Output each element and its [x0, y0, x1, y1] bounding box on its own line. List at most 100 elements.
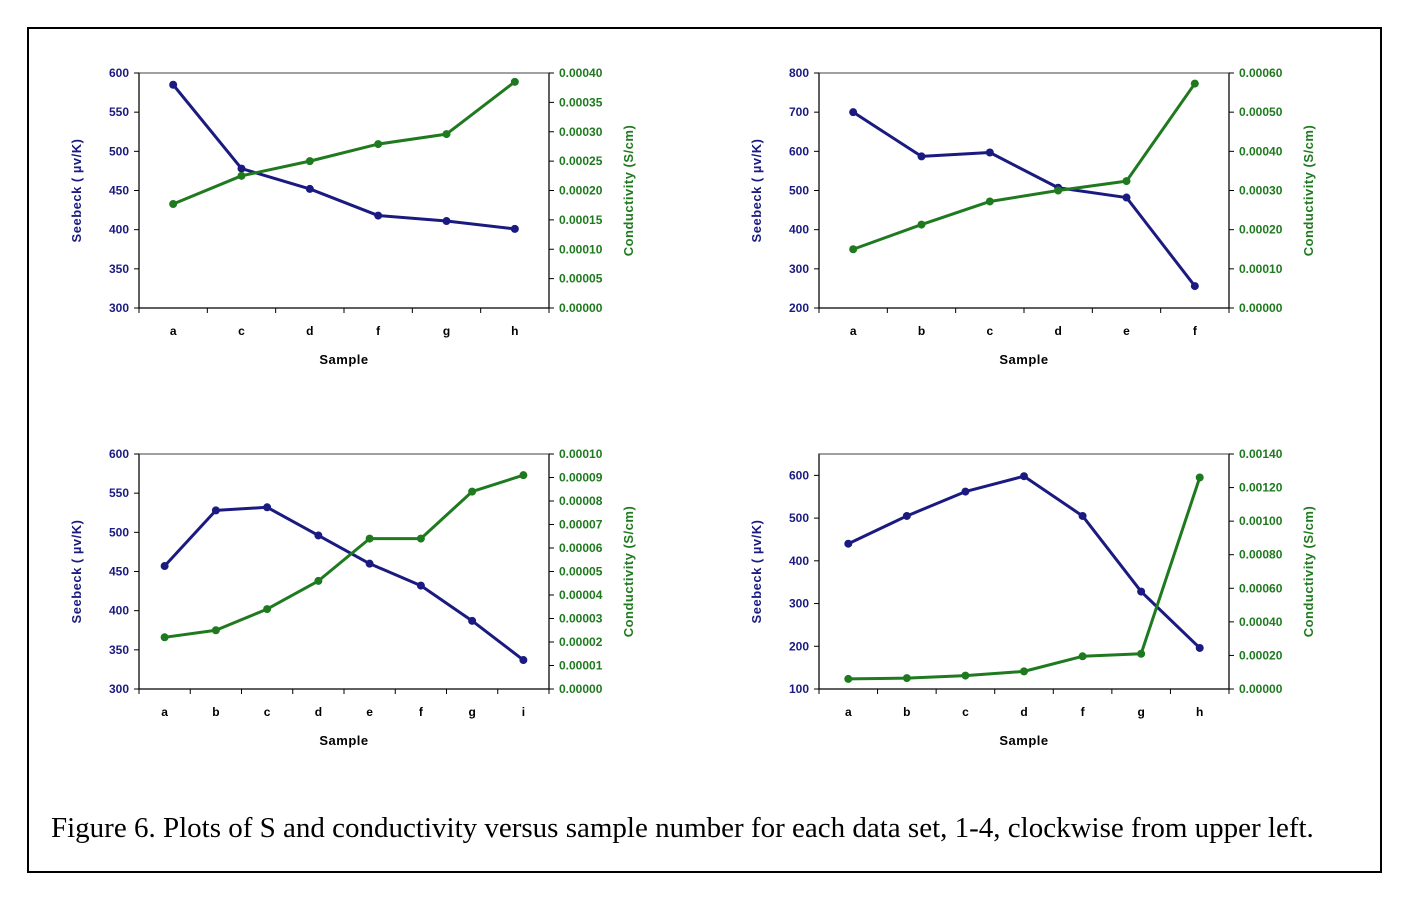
- charts-canvas: 300 350 400 450 500 550 600 0.00000 0.00005 0.000…: [69, 66, 1316, 748]
- right-tick-label: 0.00020: [1239, 648, 1283, 662]
- right-axis-title: Conductivity (S/cm): [621, 125, 636, 257]
- x-tick-label: a: [170, 324, 177, 338]
- left-tick-label: 300: [109, 682, 129, 696]
- conductivity-point: [1054, 186, 1063, 195]
- figure-frame: 300 350 400 450 500 550 600 0.00000 0.00005 0.000…: [27, 27, 1382, 873]
- x-tick-label: h: [1196, 705, 1203, 719]
- conductivity-point: [314, 576, 323, 585]
- seebeck-point: [519, 656, 528, 665]
- x-tick-label: d: [1020, 705, 1027, 719]
- seebeck-point: [305, 184, 314, 193]
- right-tick-label: 0.00050: [1239, 105, 1283, 119]
- seebeck-point: [442, 217, 451, 226]
- conductivity-point: [263, 605, 272, 614]
- left-tick-label: 200: [789, 639, 809, 653]
- seebeck-point: [1137, 587, 1146, 596]
- conductivity-point: [985, 197, 994, 206]
- conductivity-point: [468, 487, 477, 496]
- x-axis-title: Sample: [999, 733, 1048, 748]
- x-axis-title: Sample: [319, 352, 368, 367]
- right-tick-label: 0.00000: [1239, 301, 1283, 315]
- conductivity-point: [374, 140, 383, 149]
- x-tick-label: a: [850, 324, 857, 338]
- conductivity-point: [416, 534, 425, 543]
- right-tick-label: 0.00030: [1239, 184, 1283, 198]
- chart-2: 200 300 400 500 600 700 800 0.00000 0.00010 0.000…: [749, 66, 1316, 367]
- x-tick-label: d: [1054, 324, 1061, 338]
- right-tick-label: 0.00010: [1239, 262, 1283, 276]
- conductivity-point: [849, 245, 858, 254]
- seebeck-series-line: [163, 505, 525, 662]
- x-tick-label: d: [306, 324, 313, 338]
- right-axis-title: Conductivity (S/cm): [1301, 506, 1316, 638]
- right-tick-label: 0.00010: [559, 447, 603, 461]
- seebeck-point: [844, 539, 853, 548]
- plot-area: [138, 72, 550, 309]
- left-tick-label: 550: [109, 486, 129, 500]
- seebeck-point: [263, 503, 272, 512]
- seebeck-point: [211, 506, 220, 515]
- conductivity-point: [519, 471, 528, 480]
- x-tick-label: g: [468, 705, 475, 719]
- seebeck-point: [1122, 193, 1131, 202]
- seebeck-series-line: [852, 110, 1197, 287]
- x-tick-label: f: [376, 324, 381, 338]
- seebeck-point: [985, 148, 994, 157]
- right-tick-label: 0.00007: [559, 518, 603, 532]
- conductivity-point: [1078, 652, 1087, 661]
- x-tick-label: b: [918, 324, 925, 338]
- left-tick-label: 300: [789, 262, 809, 276]
- right-tick-label: 0.00000: [559, 682, 603, 696]
- conductivity-point: [169, 200, 178, 209]
- right-tick-label: 0.00035: [559, 95, 603, 109]
- right-axis-title: Conductivity (S/cm): [1301, 125, 1316, 257]
- seebeck-point: [374, 211, 383, 220]
- right-tick-label: 0.00000: [559, 301, 603, 315]
- left-tick-label: 400: [109, 604, 129, 618]
- right-tick-label: 0.00060: [1239, 66, 1283, 80]
- seebeck-point: [160, 562, 169, 571]
- seebeck-point: [416, 581, 425, 590]
- plot-area: [818, 453, 1230, 690]
- left-tick-label: 200: [789, 301, 809, 315]
- left-tick-label: 500: [789, 184, 809, 198]
- chart-4: 100 200 300 400 500 600 0.00000 0.00020 0.00040 0…: [749, 447, 1316, 748]
- conductivity-point: [961, 671, 970, 680]
- seebeck-point: [849, 108, 858, 117]
- x-tick-label: b: [903, 705, 910, 719]
- left-tick-label: 500: [109, 525, 129, 539]
- right-tick-label: 0.00060: [1239, 581, 1283, 595]
- right-tick-label: 0.00020: [1239, 223, 1283, 237]
- chart-1: 300 350 400 450 500 550 600 0.00000 0.00005 0.000…: [69, 66, 636, 367]
- right-tick-label: 0.00100: [1239, 514, 1283, 528]
- conductivity-series-line: [172, 80, 516, 206]
- left-tick-label: 600: [109, 66, 129, 80]
- conductivity-point: [160, 633, 169, 642]
- right-tick-label: 0.00040: [559, 66, 603, 80]
- conductivity-series-line: [852, 82, 1197, 251]
- plot-area: [818, 72, 1230, 309]
- right-tick-label: 0.00005: [559, 272, 603, 286]
- right-tick-label: 0.00040: [1239, 615, 1283, 629]
- x-tick-label: e: [366, 705, 373, 719]
- right-tick-label: 0.00005: [559, 565, 603, 579]
- x-tick-label: f: [419, 705, 424, 719]
- conductivity-point: [305, 157, 314, 166]
- seebeck-point: [314, 531, 323, 540]
- left-tick-label: 500: [789, 511, 809, 525]
- x-tick-label: c: [962, 705, 969, 719]
- x-axis-title: Sample: [999, 352, 1048, 367]
- left-axis-title: Seebeck ( µv/K): [69, 520, 84, 624]
- seebeck-point: [1078, 511, 1087, 520]
- left-tick-label: 400: [789, 223, 809, 237]
- right-tick-label: 0.00120: [1239, 481, 1283, 495]
- left-tick-label: 800: [789, 66, 809, 80]
- x-tick-label: a: [845, 705, 852, 719]
- conductivity-point: [844, 674, 853, 683]
- x-tick-label: c: [264, 705, 271, 719]
- right-tick-label: 0.00030: [559, 125, 603, 139]
- x-tick-label: g: [443, 324, 450, 338]
- x-tick-label: h: [511, 324, 518, 338]
- conductivity-point: [510, 77, 519, 86]
- seebeck-point: [1195, 643, 1204, 652]
